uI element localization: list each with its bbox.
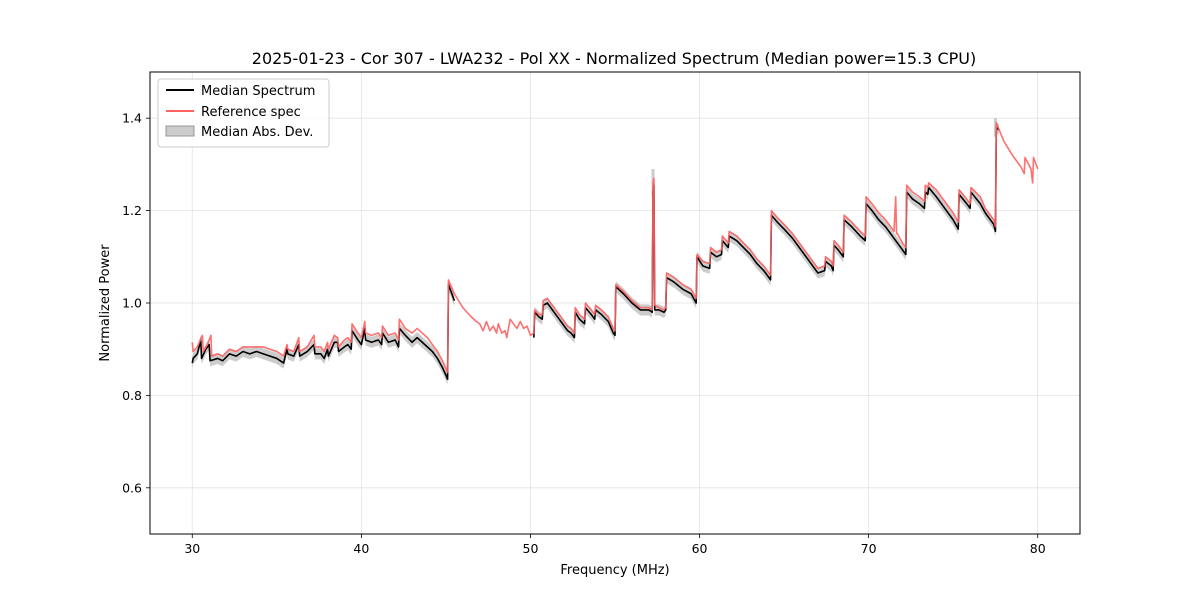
legend-label-mad: Median Abs. Dev. xyxy=(201,125,313,140)
y-tick-label: 0.6 xyxy=(122,480,142,495)
x-tick-label: 70 xyxy=(861,541,877,556)
legend-label-reference: Reference spec xyxy=(201,105,301,120)
legend: Median Spectrum Reference spec Median Ab… xyxy=(157,78,330,148)
chart-title: 2025-01-23 - Cor 307 - LWA232 - Pol XX -… xyxy=(252,49,976,68)
legend-box xyxy=(157,78,330,148)
mad-spike xyxy=(993,118,997,137)
x-tick-label: 30 xyxy=(184,541,200,556)
y-tick-label: 1.2 xyxy=(122,203,142,218)
grid-lines xyxy=(150,72,1080,534)
x-tick-label: 80 xyxy=(1030,541,1046,556)
plot-area xyxy=(191,118,1039,385)
x-axis-label: Frequency (MHz) xyxy=(560,563,669,578)
y-tick-label: 1.0 xyxy=(122,296,142,311)
axis-ticks: 30 40 50 60 70 80 0.6 0.8 1.0 1.2 1.4 xyxy=(122,111,1046,556)
reference-spectrum-line xyxy=(191,122,1039,374)
median-spectrum-line xyxy=(191,283,456,381)
x-tick-label: 50 xyxy=(523,541,539,556)
x-tick-label: 40 xyxy=(353,541,369,556)
mad-band xyxy=(533,121,999,344)
y-tick-label: 0.8 xyxy=(122,388,142,403)
legend-swatch-mad xyxy=(165,125,195,137)
x-tick-label: 60 xyxy=(692,541,708,556)
y-axis-label: Normalized Power xyxy=(98,244,113,362)
y-tick-label: 1.4 xyxy=(122,111,142,126)
legend-label-median: Median Spectrum xyxy=(201,84,315,99)
